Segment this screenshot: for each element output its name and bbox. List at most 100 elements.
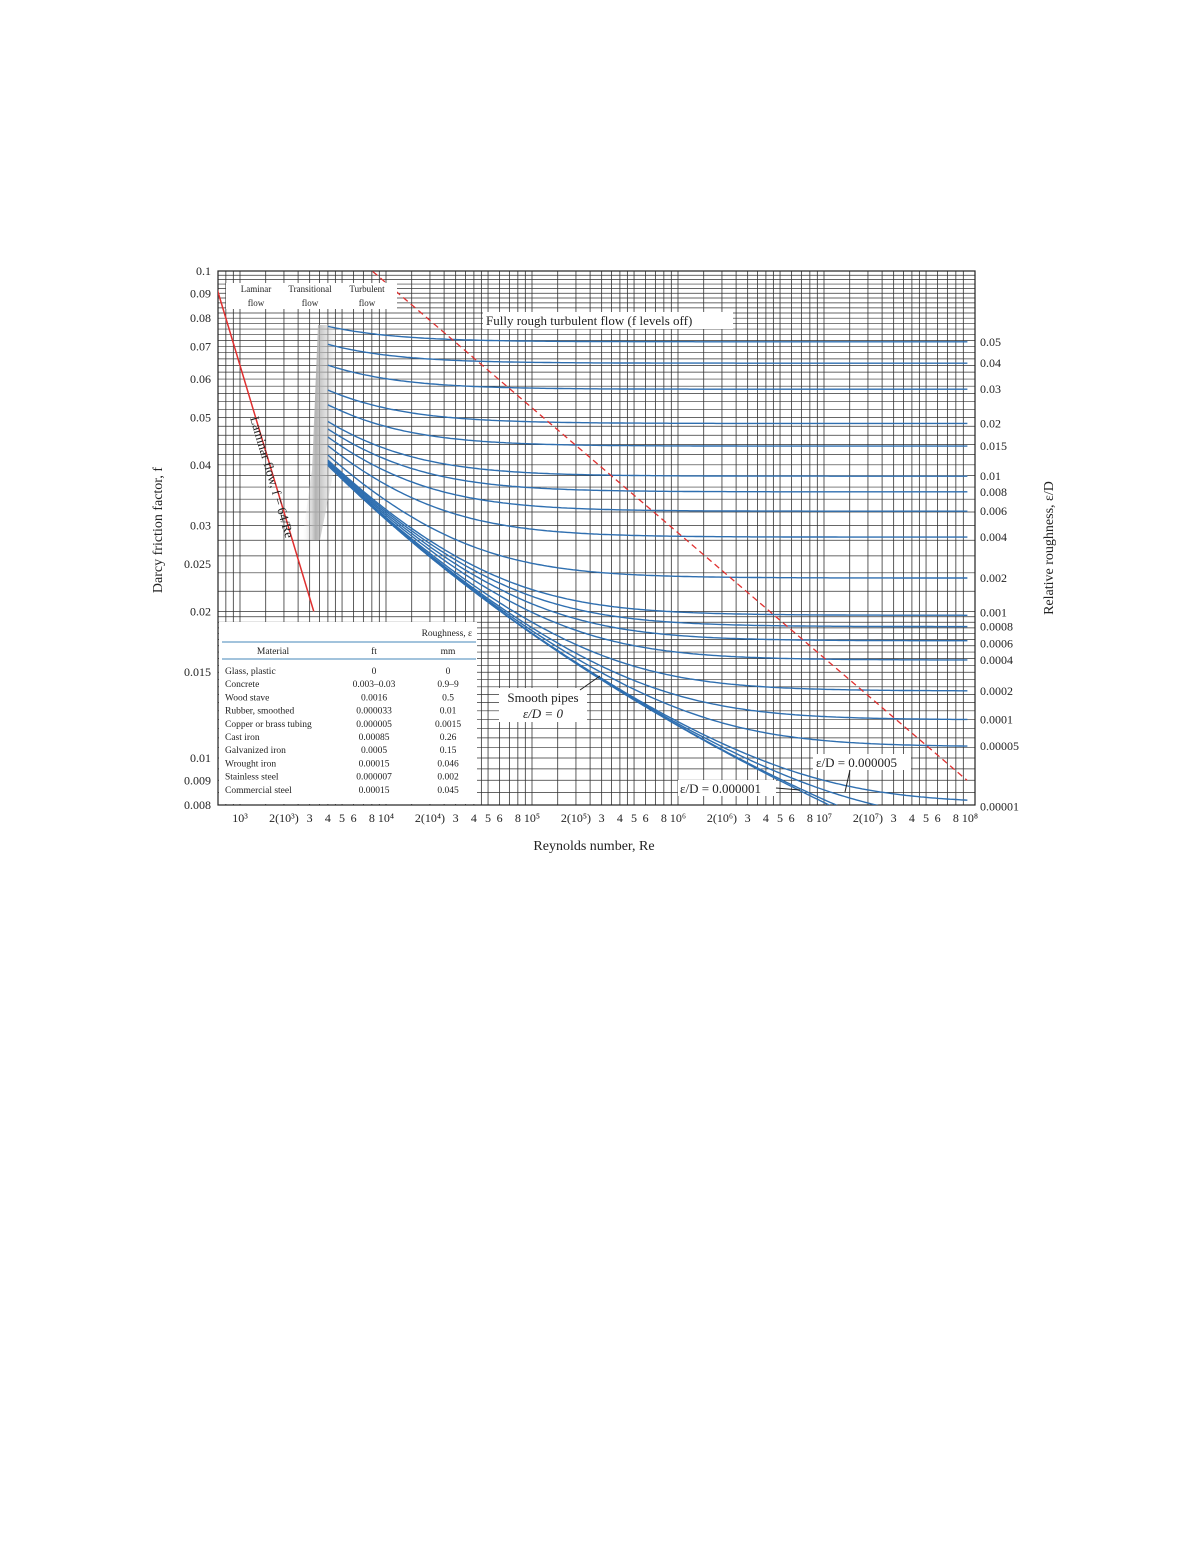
y-tick-label: 0.009 bbox=[184, 773, 211, 787]
x-tick-label: 10⁴ bbox=[378, 811, 394, 825]
curve-ed-0.001 bbox=[327, 459, 968, 616]
table-cell-ft: 0.000033 bbox=[356, 707, 392, 717]
table-header: ft bbox=[371, 646, 377, 657]
reference-lines bbox=[218, 271, 968, 781]
y-tick-label: 0.09 bbox=[190, 286, 211, 300]
y-tick-label: 0.025 bbox=[184, 557, 211, 571]
table-header: Material bbox=[257, 647, 290, 657]
transition-shading bbox=[302, 325, 336, 540]
x-tick-label: 10⁸ bbox=[962, 811, 978, 825]
curve-ed-0.01 bbox=[327, 420, 968, 477]
table-cell-material: Galvanized iron bbox=[225, 746, 286, 756]
fully-rough-boundary-line bbox=[371, 271, 968, 781]
curve-ed-0.0004 bbox=[327, 462, 968, 661]
table-cell-ft: 0.000007 bbox=[356, 773, 392, 783]
table-cell-material: Cast iron bbox=[225, 733, 260, 743]
curve-ed-0.03 bbox=[327, 364, 968, 390]
x-tick-label: 3 bbox=[599, 811, 605, 825]
x-tick-label: 2(10⁵) bbox=[561, 811, 591, 825]
x-tick-label: 5 bbox=[923, 811, 929, 825]
x-tick-label: 4 bbox=[325, 811, 331, 825]
ed5-leader bbox=[844, 769, 851, 793]
region-label-bg bbox=[280, 283, 340, 309]
region-label: flow bbox=[248, 298, 265, 308]
right-axis-label: 0.02 bbox=[980, 416, 1001, 430]
x-tick-label: 10⁶ bbox=[670, 811, 686, 825]
y-tick-label: 0.01 bbox=[190, 751, 211, 765]
x-tick-label: 8 bbox=[661, 811, 667, 825]
x-tick-label: 2(10⁴) bbox=[415, 811, 445, 825]
x-tick-label: 3 bbox=[307, 811, 313, 825]
y2-axis-label: Relative roughness, ε/D bbox=[1042, 481, 1057, 615]
table-cell-material: Rubber, smoothed bbox=[225, 707, 295, 717]
x-tick-label: 3 bbox=[891, 811, 897, 825]
table-cell-mm: 0.0015 bbox=[435, 720, 461, 730]
table-cell-material: Stainless steel bbox=[225, 773, 279, 783]
x-tick-label: 5 bbox=[339, 811, 345, 825]
x-tick-label: 3 bbox=[745, 811, 751, 825]
table-cell-material: Copper or brass tubing bbox=[225, 720, 312, 730]
right-axis-label: 0.008 bbox=[980, 485, 1007, 499]
curve-ed-0.004 bbox=[327, 445, 968, 538]
y-axis-label: Darcy friction factor, f bbox=[151, 467, 166, 593]
table-cell-ft: 0.00015 bbox=[359, 786, 390, 796]
smooth-label: ε/D = 0 bbox=[523, 706, 563, 721]
right-axis-label: 0.0008 bbox=[980, 620, 1013, 634]
table-cell-mm: 0.046 bbox=[437, 759, 459, 769]
right-axis-label: 0.0002 bbox=[980, 684, 1013, 698]
right-axis-label: 0.04 bbox=[980, 356, 1001, 370]
y-tick-label: 0.015 bbox=[184, 665, 211, 679]
right-axis-label: 0.015 bbox=[980, 439, 1007, 453]
region-label: flow bbox=[302, 298, 319, 308]
y-tick-label: 0.008 bbox=[184, 798, 211, 812]
x-tick-label: 5 bbox=[631, 811, 637, 825]
curve-ed-0.015 bbox=[327, 404, 968, 447]
ed1-label-bg bbox=[678, 780, 776, 796]
x-tick-label: 8 bbox=[369, 811, 375, 825]
table-cell-ft: 0.0016 bbox=[361, 693, 387, 703]
curve-ed-0.02 bbox=[327, 389, 968, 425]
right-axis-label: 0.00001 bbox=[980, 799, 1019, 813]
curve-ed-0.0006 bbox=[327, 461, 968, 642]
x-tick-label: 4 bbox=[471, 811, 477, 825]
table-bg bbox=[219, 622, 477, 804]
table-cell-mm: 0.5 bbox=[442, 693, 454, 703]
right-axis-label: 0.001 bbox=[980, 605, 1007, 619]
region-label: Transitional bbox=[288, 284, 332, 294]
table-cell-ft: 0.00085 bbox=[359, 733, 390, 743]
table-cell-material: Commercial steel bbox=[225, 786, 292, 796]
table-cell-mm: 0.9–9 bbox=[437, 680, 459, 690]
roughness-curves bbox=[327, 325, 968, 805]
table-cell-ft: 0.003–0.03 bbox=[353, 680, 396, 690]
table-cell-ft: 0.000005 bbox=[356, 720, 392, 730]
right-axis-label: 0.05 bbox=[980, 335, 1001, 349]
table-cell-mm: 0.15 bbox=[440, 746, 457, 756]
table-cell-material: Wood stave bbox=[225, 693, 269, 703]
smooth-label-bg bbox=[499, 688, 587, 722]
region-label: flow bbox=[359, 298, 376, 308]
y-tick-label: 0.08 bbox=[190, 311, 211, 325]
x-tick-label: 2(10⁷) bbox=[853, 811, 883, 825]
x-tick-label: 4 bbox=[617, 811, 623, 825]
x-tick-label: 8 bbox=[515, 811, 521, 825]
table-cell-mm: 0.01 bbox=[440, 707, 457, 717]
curve-ed-0.002 bbox=[327, 454, 968, 579]
curve-ed-0 bbox=[327, 464, 831, 805]
table-cell-ft: 0.00015 bbox=[359, 759, 390, 769]
table-cell-mm: 0.045 bbox=[437, 786, 459, 796]
y-tick-label: 0.1 bbox=[196, 264, 211, 278]
right-axis-label: 0.002 bbox=[980, 571, 1007, 585]
y-tick-label: 0.03 bbox=[190, 519, 211, 533]
right-axis-label: 0.006 bbox=[980, 504, 1007, 518]
x-tick-label: 2(10³) bbox=[269, 811, 299, 825]
right-axis-label: 0.0004 bbox=[980, 653, 1013, 667]
x-tick-label: 10⁷ bbox=[816, 811, 832, 825]
curve-ed-0.008 bbox=[327, 428, 968, 493]
y-tick-label: 0.07 bbox=[190, 339, 211, 353]
transition-shade bbox=[302, 325, 336, 540]
x-axis-label: Reynolds number, Re bbox=[533, 839, 654, 854]
curve-ed-0.05 bbox=[327, 325, 968, 343]
x-tick-label: 5 bbox=[485, 811, 491, 825]
x-tick-label: 6 bbox=[351, 811, 357, 825]
curve-ed-0.006 bbox=[327, 436, 968, 512]
